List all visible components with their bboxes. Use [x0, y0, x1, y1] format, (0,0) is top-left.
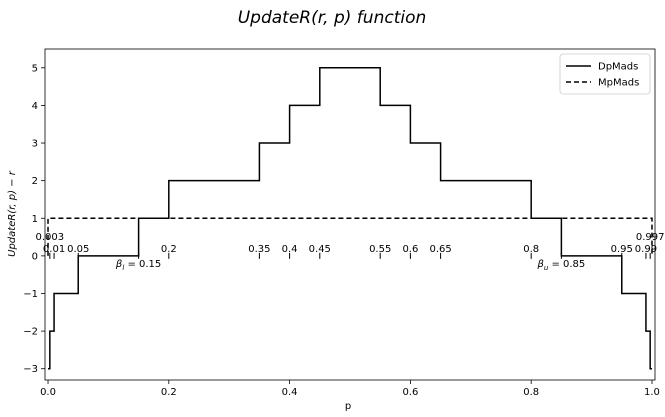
y-tick-label: −1	[23, 289, 38, 300]
legend-label: MpMads	[598, 78, 639, 89]
series-line-dpmads	[48, 67, 652, 370]
marker-label: 0.003	[36, 232, 65, 243]
series-line-mpmads	[47, 217, 653, 256]
legend-label: DpMads	[598, 62, 638, 73]
legend-frame	[559, 53, 651, 95]
x-axis: 0.0 0.2 0.4 0.6 0.8 1.0	[40, 380, 660, 398]
y-tick-label: 1	[32, 214, 38, 225]
x-tick-label: 0.6	[402, 387, 418, 398]
marker-label: 0.01	[43, 244, 65, 255]
x-tick-label: 1.0	[644, 387, 660, 398]
x-tick-label: 0.0	[40, 387, 56, 398]
marker-label: 0.95	[611, 244, 633, 255]
marker-label: 0.2	[161, 244, 177, 255]
x-axis-label: p	[345, 401, 351, 412]
y-tick-label: 0	[32, 251, 38, 262]
y-tick-label: 5	[32, 63, 38, 74]
y-axis: −3 −2 −1 0 1 2 3 4 5	[23, 63, 45, 375]
beta-annotation: βu = 0.85	[536, 259, 585, 272]
x-tick-label: 0.4	[282, 387, 298, 398]
marker-label: 0.65	[429, 244, 451, 255]
marker-label: 0.6	[402, 244, 418, 255]
y-tick-label: 3	[32, 139, 38, 150]
marker-label: 0.997	[636, 232, 665, 243]
plot-frame	[44, 48, 656, 381]
y-axis-label: UpdateR(r, p) − r	[7, 170, 18, 257]
marker-label: 0.35	[248, 244, 270, 255]
y-tick-label: 4	[32, 101, 38, 112]
chart-title: UpdateR(r, p) function	[238, 8, 427, 28]
marker-label: 0.55	[369, 244, 391, 255]
y-tick-label: −3	[23, 364, 38, 375]
y-tick-label: 2	[32, 176, 38, 187]
marker-label: 0.99	[635, 244, 657, 255]
series-layer	[47, 67, 653, 370]
x-tick-label: 0.8	[523, 387, 539, 398]
marker-label: 0.4	[282, 244, 298, 255]
x-tick-label: 0.2	[161, 387, 177, 398]
legend: DpMads MpMads	[559, 53, 651, 95]
plot-area	[44, 48, 656, 381]
beta-annotation: βl = 0.15	[115, 259, 161, 272]
marker-label: 0.05	[67, 244, 89, 255]
marker-label: 0.8	[523, 244, 539, 255]
marker-label: 0.45	[309, 244, 331, 255]
y-tick-label: −2	[23, 327, 38, 338]
